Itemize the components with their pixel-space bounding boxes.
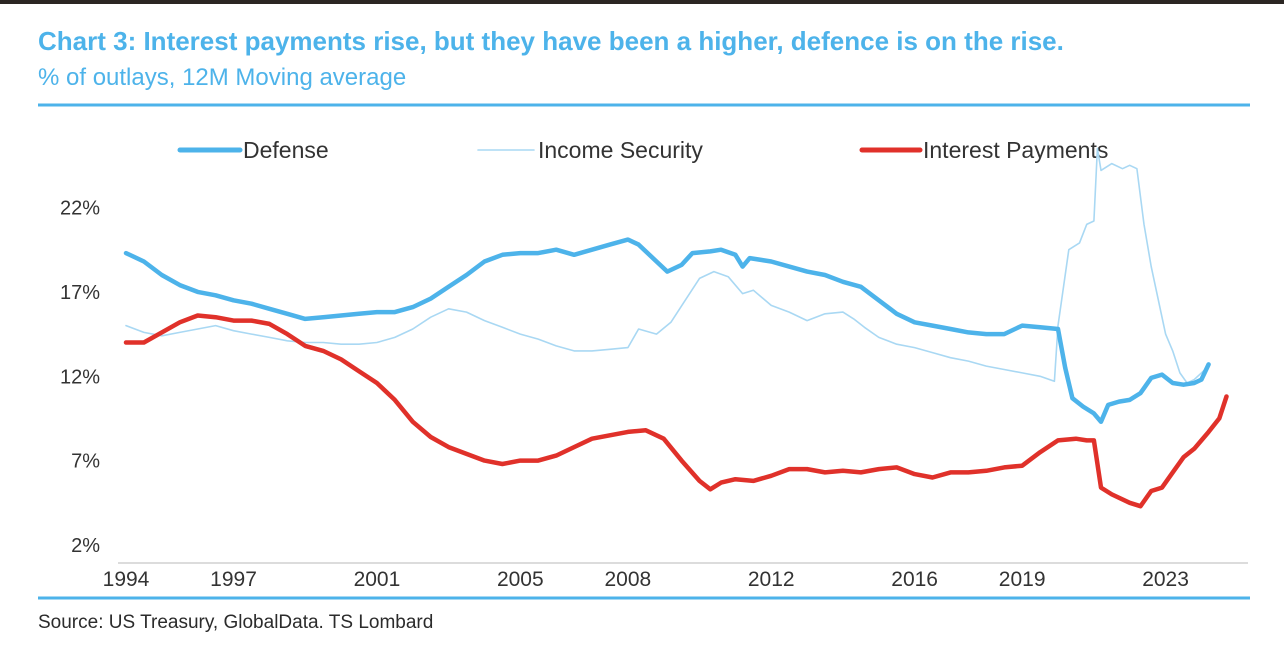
x-tick-label: 2005 — [497, 568, 544, 591]
x-tick-label: 2016 — [891, 568, 938, 591]
y-tick-label: 17% — [60, 282, 100, 304]
legend-label-defense: Defense — [243, 137, 329, 163]
x-tick-label: 2008 — [604, 568, 651, 591]
x-tick-label: 2012 — [748, 568, 795, 591]
x-tick-label: 2001 — [354, 568, 401, 591]
chart-title: Chart 3: Interest payments rise, but the… — [38, 26, 1064, 56]
y-tick-label: 22% — [60, 198, 100, 220]
legend-label-income-security: Income Security — [538, 137, 703, 163]
x-tick-label: 1997 — [210, 568, 257, 591]
x-axis: 1994 1997 2001 2005 2008 2012 2016 2019 2023 — [103, 568, 1189, 591]
y-tick-label: 2% — [71, 535, 100, 557]
series-line-income-security — [125, 147, 1210, 384]
y-tick-label: 12% — [60, 366, 100, 388]
series-group — [123, 147, 1229, 509]
y-tick-label: 7% — [71, 451, 100, 473]
series-line-defense — [123, 237, 1211, 425]
source-note: Source: US Treasury, GlobalData. TS Lomb… — [38, 612, 434, 633]
series-line-interest-payments — [123, 313, 1229, 509]
legend-label-interest-payments: Interest Payments — [923, 137, 1108, 163]
x-tick-label: 2019 — [999, 568, 1046, 591]
x-tick-label: 2023 — [1142, 568, 1189, 591]
top-border — [0, 0, 1284, 4]
chart-subtitle: % of outlays, 12M Moving average — [38, 64, 407, 91]
x-tick-label: 1994 — [103, 568, 150, 591]
y-axis: 2% 7% 12% 17% 22% — [60, 198, 100, 558]
legend: Defense Income Security Interest Payments — [177, 137, 1108, 163]
